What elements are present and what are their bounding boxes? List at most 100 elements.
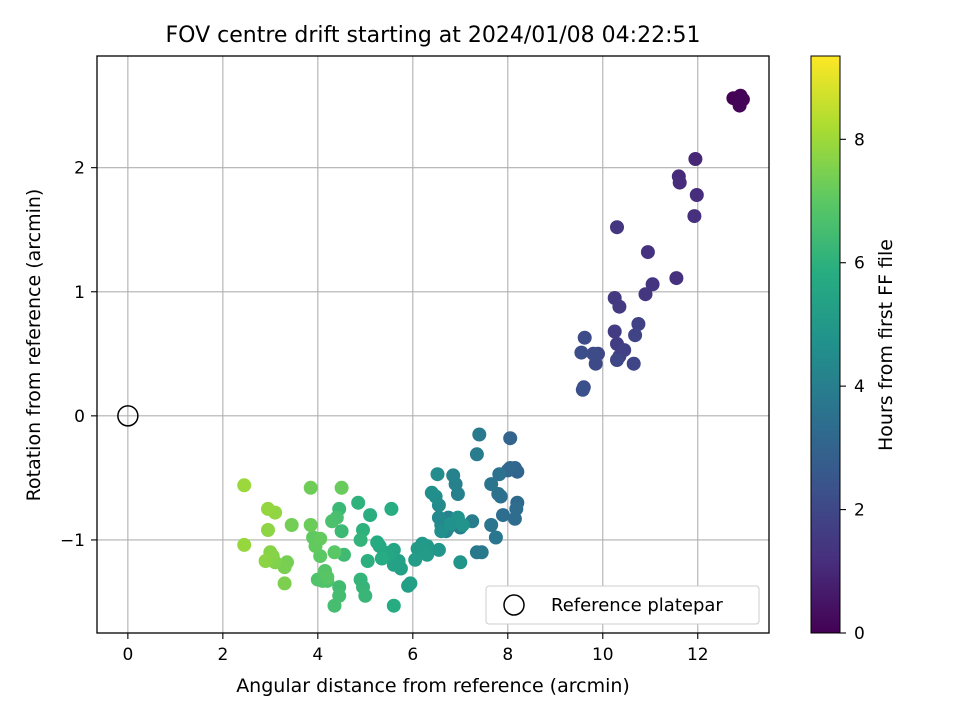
data-point xyxy=(360,554,375,568)
data-point xyxy=(631,317,646,331)
data-point xyxy=(607,324,622,339)
data-points xyxy=(237,88,750,613)
data-point xyxy=(237,478,252,493)
data-point xyxy=(453,555,468,570)
reference-platepar-point xyxy=(117,405,139,427)
chart-title: FOV centre drift starting at 2024/01/08 … xyxy=(166,23,701,48)
data-point xyxy=(284,518,299,532)
data-point xyxy=(431,510,446,525)
data-point xyxy=(320,570,335,585)
data-point xyxy=(434,524,449,539)
data-point xyxy=(735,92,750,107)
plot-frame xyxy=(96,55,770,634)
data-point xyxy=(610,220,624,235)
data-point xyxy=(577,330,592,345)
data-point xyxy=(358,588,373,603)
data-point xyxy=(403,576,418,591)
data-point xyxy=(384,501,399,516)
data-point xyxy=(575,382,590,397)
data-point xyxy=(689,188,704,202)
data-point xyxy=(688,152,703,166)
data-point xyxy=(325,514,340,529)
data-point xyxy=(334,480,349,495)
data-point xyxy=(446,468,461,483)
legend-box xyxy=(485,585,760,625)
data-point xyxy=(237,537,252,552)
data-point xyxy=(353,532,368,547)
x-axis-ticks: 0 2 4 6 8 10 12 xyxy=(122,633,709,665)
colorbar-tick-label: 4 xyxy=(854,377,865,397)
y-axis-label: Rotation from reference (arcmin) xyxy=(23,189,45,502)
y-tick-label: 2 xyxy=(74,159,85,179)
data-point xyxy=(640,245,655,260)
colorbar xyxy=(810,55,841,634)
data-point xyxy=(638,287,653,302)
colorbar-tick-label: 6 xyxy=(854,254,865,274)
data-point xyxy=(303,480,318,495)
data-point xyxy=(408,552,423,567)
data-point xyxy=(472,427,487,442)
data-point xyxy=(610,353,624,367)
legend: Reference platepar xyxy=(485,585,760,625)
data-point xyxy=(672,175,687,190)
data-point xyxy=(261,523,275,537)
x-tick-label: 8 xyxy=(502,645,513,665)
data-point xyxy=(277,576,292,591)
x-tick-label: 12 xyxy=(687,645,709,665)
data-point xyxy=(334,524,349,539)
data-point xyxy=(496,508,510,523)
data-point xyxy=(628,328,643,343)
data-point xyxy=(313,531,328,546)
data-point xyxy=(491,487,506,501)
data-point xyxy=(327,545,342,560)
x-tick-label: 0 xyxy=(122,645,133,665)
x-tick-label: 2 xyxy=(217,645,228,665)
data-point xyxy=(455,518,470,532)
colorbar-label: Hours from first FF file xyxy=(875,239,897,451)
data-point xyxy=(669,271,684,286)
y-tick-label: 0 xyxy=(74,407,85,427)
data-point xyxy=(492,467,507,482)
data-point xyxy=(374,551,389,566)
data-point xyxy=(488,530,503,545)
data-point xyxy=(617,343,632,358)
colorbar-tick-label: 8 xyxy=(854,130,865,150)
x-tick-label: 6 xyxy=(407,645,418,665)
data-point xyxy=(351,495,366,510)
data-point xyxy=(484,477,499,492)
data-point xyxy=(363,508,378,523)
data-point xyxy=(612,299,627,314)
y-tick-label: −1 xyxy=(60,531,85,551)
data-point xyxy=(586,346,601,361)
colorbar-tick-label: 2 xyxy=(854,501,865,521)
data-point xyxy=(507,511,522,526)
y-tick-label: 1 xyxy=(74,283,85,303)
data-point xyxy=(503,431,518,446)
data-point xyxy=(431,542,446,557)
data-point xyxy=(370,535,385,550)
data-point xyxy=(626,356,641,371)
data-point xyxy=(303,518,318,532)
data-point xyxy=(430,467,445,482)
data-point xyxy=(574,345,589,360)
x-tick-label: 4 xyxy=(312,645,323,665)
colorbar-tick-label: 0 xyxy=(854,624,865,644)
data-point xyxy=(258,554,273,568)
reference-marker xyxy=(117,405,139,427)
colorbar-ticks: 0 2 4 6 8 xyxy=(840,130,865,644)
data-point xyxy=(261,501,275,516)
data-point xyxy=(327,598,342,613)
data-point xyxy=(420,547,435,562)
grid-lines xyxy=(97,56,769,633)
legend-label: Reference platepar xyxy=(551,595,723,616)
legend-marker xyxy=(503,594,525,616)
y-axis-ticks: −1 0 1 2 xyxy=(60,159,97,551)
x-axis-label: Angular distance from reference (arcmin) xyxy=(236,675,630,697)
data-point xyxy=(484,518,499,532)
data-point xyxy=(469,447,484,462)
data-point xyxy=(687,209,702,224)
data-point xyxy=(424,485,439,500)
data-point xyxy=(386,598,401,613)
data-point xyxy=(469,545,484,560)
